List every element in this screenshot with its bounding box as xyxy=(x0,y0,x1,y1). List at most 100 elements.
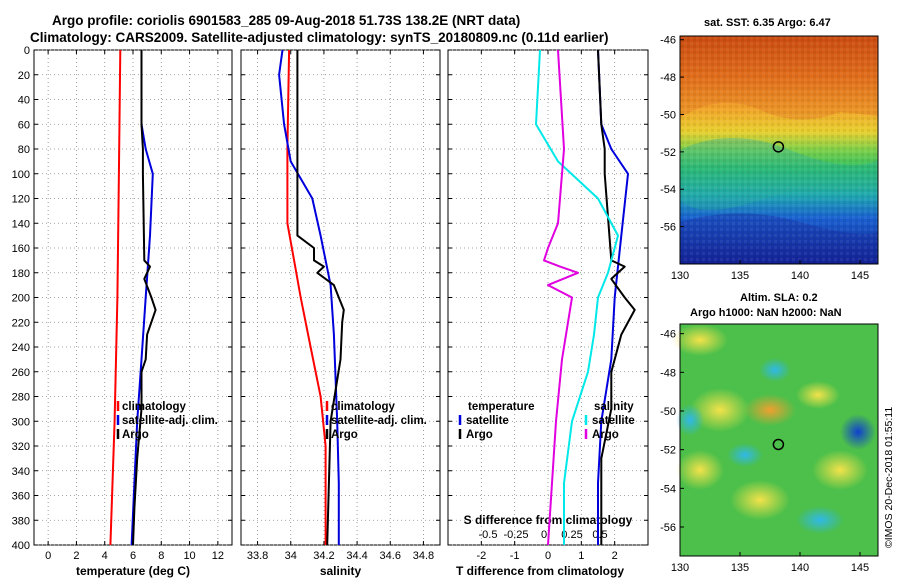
map-y-tick-label: -48 xyxy=(660,367,676,379)
x2-tick-label: -0.25 xyxy=(503,529,528,541)
sst-texture xyxy=(680,36,878,264)
map-x-tick-label: 135 xyxy=(731,562,749,574)
x-tick-label: 34 xyxy=(285,550,297,562)
x-tick-label: 0 xyxy=(545,550,551,562)
x-tick-label: 10 xyxy=(183,550,195,562)
series-satellite-adj-clim- xyxy=(278,49,340,545)
x-axis-label: T difference from climatology xyxy=(456,564,624,578)
map-y-tick-label: -46 xyxy=(660,329,676,341)
title-line-2: Climatology: CARS2009. Satellite-adjuste… xyxy=(30,30,608,45)
panel-frame xyxy=(240,49,441,546)
sla-high-2 xyxy=(744,394,796,426)
map-x-tick-label: 145 xyxy=(851,562,869,574)
map-x-tick-label: 145 xyxy=(851,270,869,282)
legend-title-temperature: temperature xyxy=(468,401,534,413)
x-tick-label: 6 xyxy=(130,550,136,562)
sst-map-frame xyxy=(679,35,879,265)
y-tick-label: 0 xyxy=(24,45,30,57)
x2-tick-label: 0.25 xyxy=(561,529,582,541)
difference-panel: -2 -1 0 1 2 T difference from climatology S di… xyxy=(447,49,649,578)
legend-label: Argo xyxy=(122,429,149,441)
map-y-tick-label: -52 xyxy=(660,445,676,457)
sst-map-axes: 130 135 140 145 -46 -48 -50 -52 -54 -56 xyxy=(660,35,869,282)
map-y-tick-label: -56 xyxy=(660,222,676,234)
sla-map-title: Altim. SLA: 0.2 xyxy=(740,292,818,304)
x-tick-label: 8 xyxy=(158,550,164,562)
y-tick-label: 40 xyxy=(18,95,30,107)
map-x-tick-label: 140 xyxy=(791,562,809,574)
legend-label: climatology xyxy=(122,401,187,413)
map-y-tick-label: -46 xyxy=(660,35,676,47)
title-line-1: Argo profile: coriolis 6901583_285 09-Au… xyxy=(52,13,520,28)
series-climatology xyxy=(286,49,327,545)
sla-map-subtitle: Argo h1000: NaN h2000: NaN xyxy=(690,307,842,319)
grid xyxy=(241,49,440,546)
y-tick-label: 260 xyxy=(12,367,30,379)
x2-tick-label: 0.5 xyxy=(592,529,607,541)
y-tick-label: 400 xyxy=(12,540,30,552)
series-climatology xyxy=(109,49,122,546)
map-y-tick-label: -54 xyxy=(660,184,676,196)
series-salinity-argo xyxy=(543,49,579,546)
legend-label: satellite xyxy=(592,415,635,427)
grid xyxy=(34,49,232,546)
sla-high-3 xyxy=(796,381,840,409)
map-y-tick-label: -52 xyxy=(660,147,676,159)
y-tick-label: 140 xyxy=(12,218,30,230)
map-y-tick-label: -56 xyxy=(660,522,676,534)
series-argo xyxy=(296,50,345,546)
x2-axis-label: S difference from climatology xyxy=(464,513,633,527)
series-salinity-satellite xyxy=(535,49,619,545)
y-tick-label: 300 xyxy=(12,416,30,428)
legend-label: climatology xyxy=(331,401,396,413)
argo-float-marker xyxy=(772,438,785,451)
sla-low-1 xyxy=(676,404,704,436)
y-tick-label: 80 xyxy=(18,144,30,156)
y-tick-label: 280 xyxy=(12,392,30,404)
x-tick-label: 34.8 xyxy=(413,550,434,562)
series-satellite-adj-clim- xyxy=(130,50,154,546)
x2-tick-label: -0.5 xyxy=(479,529,498,541)
x-tick-label: 12 xyxy=(212,550,224,562)
x-tick-label: 2 xyxy=(73,550,79,562)
x-tick-label: 34.2 xyxy=(313,550,334,562)
y-tick-label: 360 xyxy=(12,491,30,503)
y-tick-label: 320 xyxy=(12,441,30,453)
sla-low-5 xyxy=(727,443,763,467)
x-axis-label: temperature (deg C) xyxy=(76,564,190,578)
series-argo xyxy=(132,50,157,546)
salinity-panel: 33.8 34 34.2 34.4 34.6 34.8 salinity climatolog… xyxy=(240,49,441,578)
series-temperature-satellite xyxy=(597,49,629,545)
x-tick-label: 0 xyxy=(45,550,51,562)
x-tick-label: 34.6 xyxy=(380,550,401,562)
x-tick-label: 33.8 xyxy=(247,550,268,562)
map-y-tick-label: -50 xyxy=(660,109,676,121)
sla-map-frame xyxy=(679,323,879,557)
temperature-panel: 0 2 4 6 8 10 120204060801001201401601802002202… xyxy=(12,45,233,578)
sla-high-5 xyxy=(730,480,790,520)
legend-label: satellite xyxy=(466,415,509,427)
sla-high-6 xyxy=(672,324,728,356)
sla-map-axes: 130 135 140 145 -46 -48 -50 -52 -54 -56 xyxy=(660,329,869,574)
y-tick-label: 340 xyxy=(12,466,30,478)
x-tick-label: 1 xyxy=(578,550,584,562)
sla-high-7 xyxy=(812,450,868,490)
y-tick-label: 20 xyxy=(18,70,30,82)
sla-high-1 xyxy=(690,388,750,432)
y-tick-label: 240 xyxy=(12,342,30,354)
y-tick-label: 200 xyxy=(12,293,30,305)
y-tick-label: 60 xyxy=(18,119,30,131)
y-tick-label: 160 xyxy=(12,243,30,255)
grid xyxy=(448,49,648,546)
legend-label: Argo xyxy=(331,429,358,441)
map-x-tick-label: 135 xyxy=(731,270,749,282)
map-y-tick-label: -48 xyxy=(660,72,676,84)
x2-tick-label: 0 xyxy=(541,529,547,541)
sla-low-4 xyxy=(796,506,844,534)
sla-low-3 xyxy=(759,358,791,382)
y-tick-label: 180 xyxy=(12,268,30,280)
sla-high-4 xyxy=(676,450,724,490)
x-tick-label: 2 xyxy=(612,550,618,562)
map-x-tick-label: 140 xyxy=(791,270,809,282)
